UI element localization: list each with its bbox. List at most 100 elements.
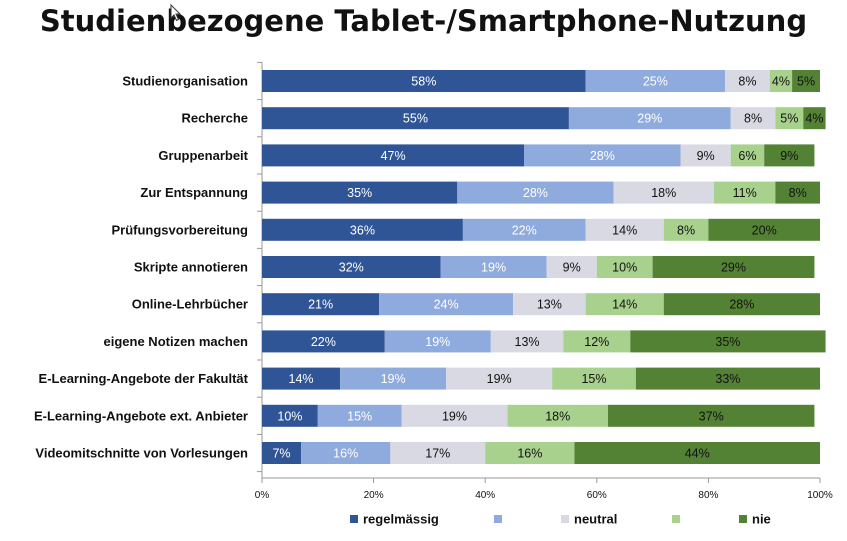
bar-segment (384, 330, 491, 353)
data-label: 29% (637, 112, 662, 126)
data-label: 15% (347, 409, 372, 423)
data-label: 37% (699, 409, 724, 423)
x-tick-label: 20% (364, 490, 384, 501)
data-label: 19% (487, 372, 512, 386)
data-label: 19% (425, 335, 450, 349)
bar-segment (462, 218, 586, 241)
legend-label: neutral (574, 512, 617, 527)
data-label: 19% (381, 372, 406, 386)
data-label: 33% (715, 372, 740, 386)
bar-segment (490, 330, 564, 353)
data-label: 18% (651, 186, 676, 200)
bar-segment (613, 181, 714, 204)
bar-segment (563, 330, 631, 353)
bar-segment (262, 218, 463, 241)
x-tick-label: 60% (587, 490, 607, 501)
bar-segment (663, 218, 709, 241)
x-tick-label: 80% (698, 490, 718, 501)
category-label: eigene Notizen machen (104, 334, 249, 349)
bar-segment (725, 70, 770, 92)
data-label: 11% (733, 186, 757, 200)
x-tick-label: 40% (475, 490, 495, 501)
data-label: 32% (339, 261, 364, 275)
category-label: Gruppenarbeit (158, 148, 248, 163)
legend-label: regelmässig (363, 512, 439, 527)
bar-segment (585, 70, 726, 92)
bar-segment (663, 293, 820, 316)
x-tick-label: 0% (255, 490, 270, 501)
data-label: 8% (744, 112, 762, 126)
data-label: 28% (729, 298, 754, 312)
data-label: 9% (563, 261, 581, 275)
legend-label: nie (752, 512, 771, 527)
data-label: 47% (381, 149, 406, 163)
legend-swatch (672, 515, 680, 523)
data-label: 7% (272, 447, 290, 461)
data-label: 35% (715, 335, 740, 349)
bar-segment (446, 367, 553, 390)
data-label: 28% (590, 149, 615, 163)
bar-segment (262, 442, 302, 464)
data-label: 14% (289, 372, 314, 386)
data-label: 5% (797, 75, 815, 89)
bar-segment (262, 107, 569, 130)
bar-segment (507, 404, 608, 427)
bar-segment (764, 144, 815, 167)
bar-segment (652, 256, 815, 278)
data-label: 12% (584, 335, 609, 349)
category-label: E-Learning-Angebote der Fakultät (39, 371, 249, 386)
data-label: 21% (308, 298, 333, 312)
bar-segment (262, 144, 525, 167)
x-tick-label: 100% (807, 490, 833, 501)
bar-segment (552, 367, 636, 390)
bar-segment (340, 367, 447, 390)
bar-segment (635, 367, 820, 390)
data-label: 20% (752, 223, 777, 237)
bar-segment (262, 293, 380, 316)
bar-segment (513, 293, 586, 316)
bar-segment (262, 367, 341, 390)
legend-swatch (350, 515, 358, 523)
data-label: 17% (425, 447, 450, 461)
data-label: 29% (721, 261, 746, 275)
bar-segment (803, 107, 826, 130)
bar-segment (262, 404, 318, 427)
bar-segment (585, 218, 664, 241)
category-label: E-Learning-Angebote ext. Anbieter (34, 408, 248, 423)
data-label: 24% (434, 298, 459, 312)
data-label: 4% (772, 75, 790, 89)
data-label: 5% (780, 112, 798, 126)
data-label: 15% (581, 372, 606, 386)
category-label: Prüfungsvorbereitung (111, 222, 248, 237)
bar-segment (775, 181, 820, 204)
data-label: 28% (523, 186, 548, 200)
data-label: 22% (311, 335, 336, 349)
category-label: Videomitschnitte von Vorlesungen (35, 446, 248, 461)
bar-segment (485, 442, 575, 464)
bar-segment (440, 256, 547, 278)
data-label: 8% (677, 223, 695, 237)
bar-segment (713, 181, 776, 204)
data-label: 13% (537, 298, 562, 312)
data-label: 10% (277, 409, 302, 423)
legend-swatch (739, 515, 747, 523)
bar-segment (708, 218, 820, 241)
bar-segment (379, 293, 514, 316)
bar-segment (585, 293, 664, 316)
legend-swatch (494, 515, 502, 523)
bar-segment (792, 70, 820, 92)
bar-segment (457, 181, 614, 204)
data-label: 35% (347, 186, 372, 200)
bar-segment (630, 330, 826, 353)
bar-segment (401, 404, 508, 427)
data-label: 18% (545, 409, 570, 423)
bar-segment (680, 144, 731, 167)
data-label: 10% (612, 261, 637, 275)
category-label: Skripte annotieren (134, 260, 248, 275)
bar-segment (301, 442, 391, 464)
data-label: 9% (780, 149, 798, 163)
data-label: 4% (805, 112, 823, 126)
mouse-cursor-icon (170, 4, 182, 22)
category-label: Zur Entspannung (140, 185, 248, 200)
